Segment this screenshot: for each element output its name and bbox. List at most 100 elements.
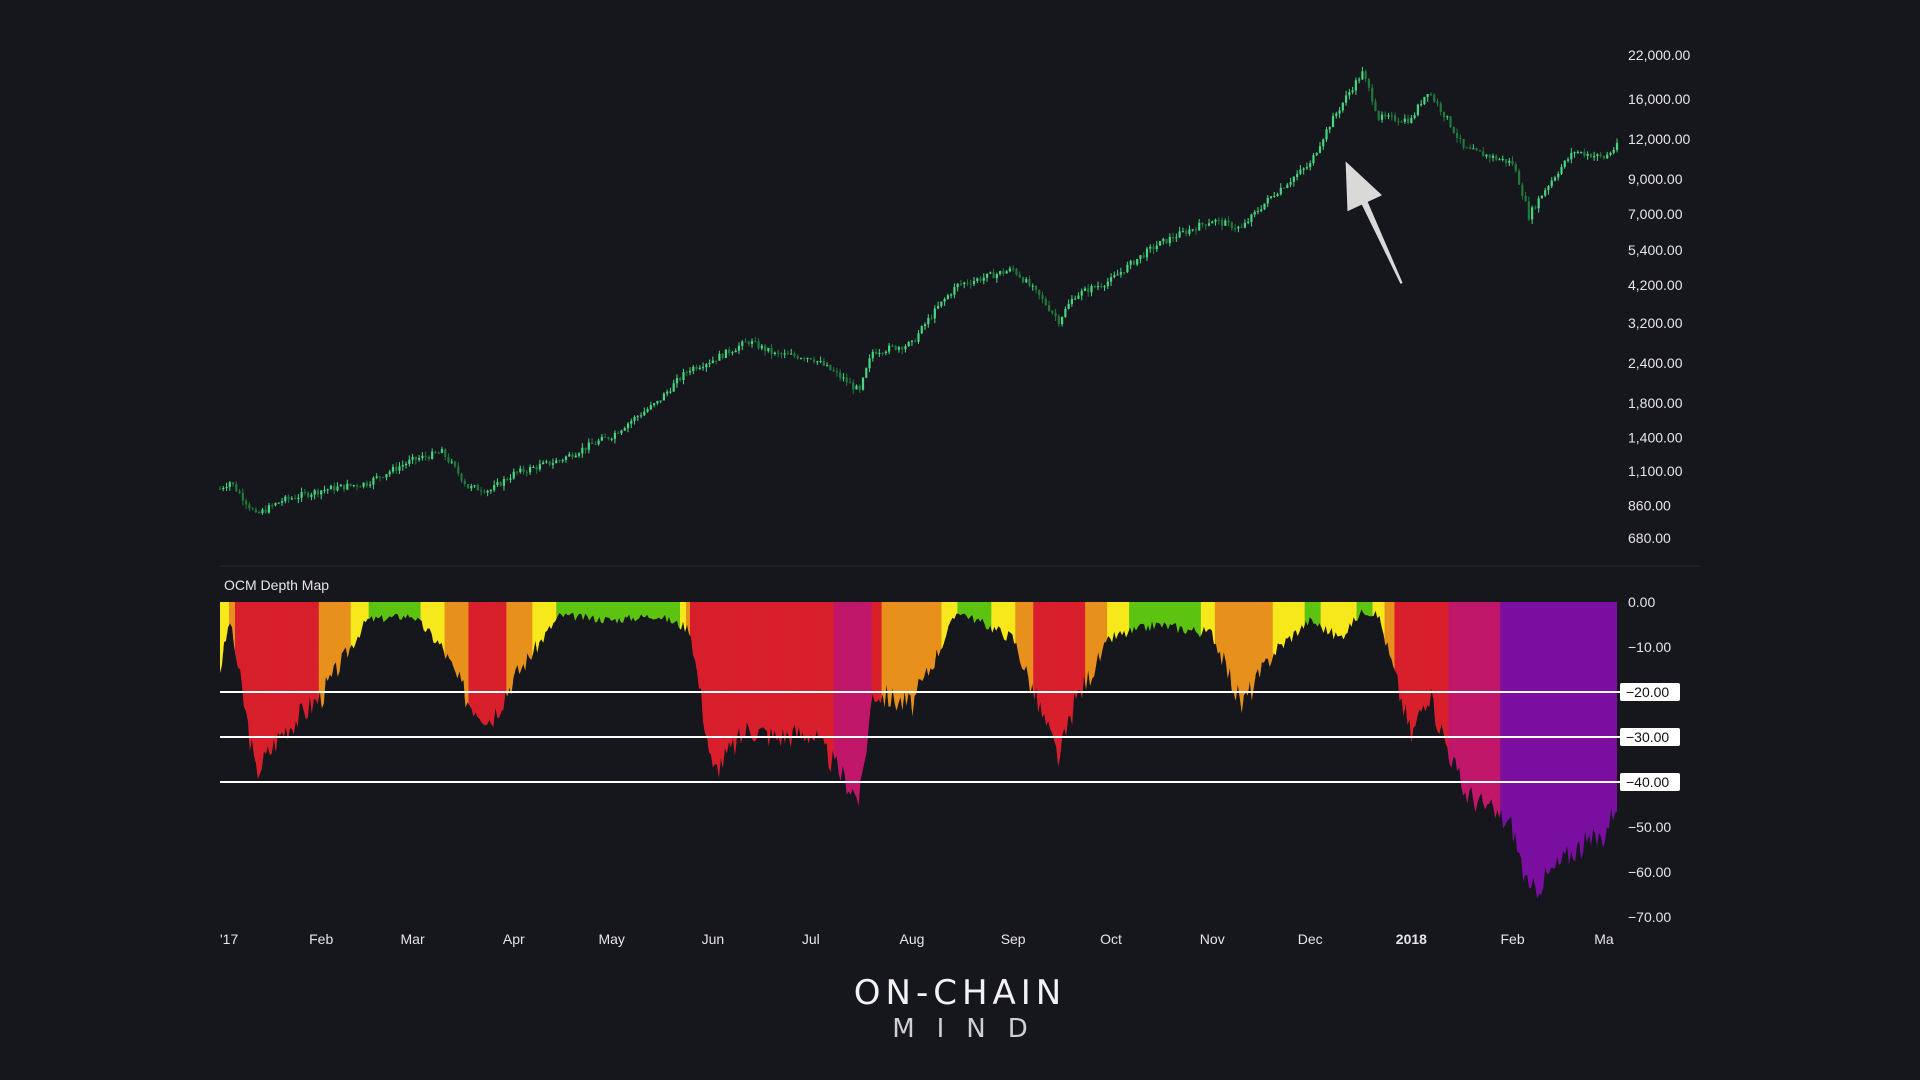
price-candle: [1367, 78, 1371, 88]
depth-strip: [606, 602, 609, 899]
depth-axis-tick: −50.00: [1628, 819, 1671, 835]
depth-strip: [1528, 602, 1531, 899]
price-candle: [861, 377, 865, 390]
depth-strip: [620, 602, 623, 899]
depth-strip: [835, 602, 839, 899]
depth-strip: [713, 602, 717, 899]
depth-strip: [1336, 602, 1340, 899]
depth-strip: [1562, 602, 1565, 899]
x-axis-tick: Mar: [401, 931, 425, 947]
price-candle: [532, 467, 535, 469]
price-candle: [466, 484, 470, 489]
depth-strip: [1204, 602, 1208, 899]
price-candle: [692, 366, 695, 372]
depth-strip: [676, 602, 679, 899]
depth-strip: [1280, 602, 1284, 899]
price-candle: [528, 467, 532, 473]
price-candle: [238, 491, 241, 493]
price-candle: [1351, 90, 1354, 93]
price-candle: [1162, 238, 1165, 242]
price-candle: [1563, 160, 1566, 167]
price-candle: [1038, 289, 1041, 296]
price-candle: [300, 492, 303, 498]
depth-strip: [1496, 602, 1499, 899]
depth-strip: [1103, 602, 1106, 899]
price-candle: [695, 366, 698, 370]
depth-strip: [536, 602, 539, 899]
depth-strip: [1472, 602, 1475, 899]
depth-strip: [1364, 602, 1368, 899]
price-candle: [1478, 150, 1482, 152]
price-candle: [231, 482, 235, 485]
depth-strip: [1534, 602, 1537, 899]
price-candle: [1354, 80, 1357, 91]
depth-strip: [1117, 602, 1120, 899]
depth-strip: [1566, 602, 1569, 899]
depth-strip: [558, 602, 561, 899]
price-candle: [1034, 285, 1038, 290]
price-candle: [1361, 71, 1364, 80]
depth-strip: [270, 602, 274, 899]
depth-strip: [360, 602, 364, 899]
depth-strip: [1506, 602, 1509, 899]
price-candle: [421, 455, 424, 459]
depth-strip: [1558, 602, 1561, 899]
depth-strip: [258, 602, 262, 899]
depth-strip: [356, 602, 360, 899]
price-candle: [287, 496, 290, 499]
price-candle: [685, 372, 688, 374]
price-candle: [1410, 117, 1413, 123]
brand-line2: MIND: [892, 1014, 1050, 1044]
price-candle: [326, 489, 329, 491]
depth-strip: [1514, 602, 1517, 899]
price-candle: [865, 368, 868, 378]
depth-strip: [570, 602, 573, 899]
price-candle: [1054, 313, 1057, 317]
price-candle: [600, 436, 603, 441]
price-candle: [786, 353, 790, 355]
depth-strip: [1532, 602, 1535, 899]
price-candle: [1429, 94, 1433, 96]
price-candle: [509, 478, 512, 480]
price-candle: [763, 345, 767, 352]
depth-strip: [1330, 602, 1334, 899]
price-candle: [1044, 298, 1047, 306]
depth-strip: [1578, 602, 1581, 899]
price-candle: [1498, 159, 1501, 161]
price-candle: [630, 420, 633, 424]
price-candle: [297, 497, 300, 499]
price-candle: [956, 283, 959, 288]
depth-strip: [989, 602, 992, 899]
depth-strip: [624, 602, 627, 899]
price-candle: [711, 360, 714, 363]
depth-strip: [1310, 602, 1314, 899]
price-candle: [1511, 160, 1514, 165]
depth-strip: [534, 602, 537, 899]
price-candle: [999, 271, 1002, 275]
price-candle: [1540, 195, 1544, 199]
price-candle: [1364, 71, 1367, 79]
depth-strip: [1582, 602, 1585, 899]
price-candle: [1322, 139, 1325, 147]
depth-strip: [584, 602, 587, 899]
depth-strip: [616, 602, 619, 899]
depth-strip: [666, 602, 669, 899]
price-candle: [920, 326, 923, 334]
depth-strip: [428, 602, 432, 899]
depth-strip: [406, 602, 410, 899]
depth-strip: [1188, 602, 1192, 899]
depth-strip: [656, 602, 659, 899]
depth-strip: [1139, 602, 1142, 899]
depth-strip: [1320, 602, 1324, 899]
depth-strip: [408, 602, 412, 899]
depth-strip: [572, 602, 575, 899]
depth-strip: [544, 602, 547, 899]
price-candle: [617, 432, 620, 434]
depth-level-box: [1620, 728, 1680, 746]
price-candle: [1100, 286, 1103, 288]
depth-strip: [678, 602, 681, 899]
depth-strip: [1194, 602, 1198, 899]
price-candle: [274, 503, 277, 506]
depth-strip: [1554, 602, 1557, 899]
price-candle: [910, 340, 914, 342]
